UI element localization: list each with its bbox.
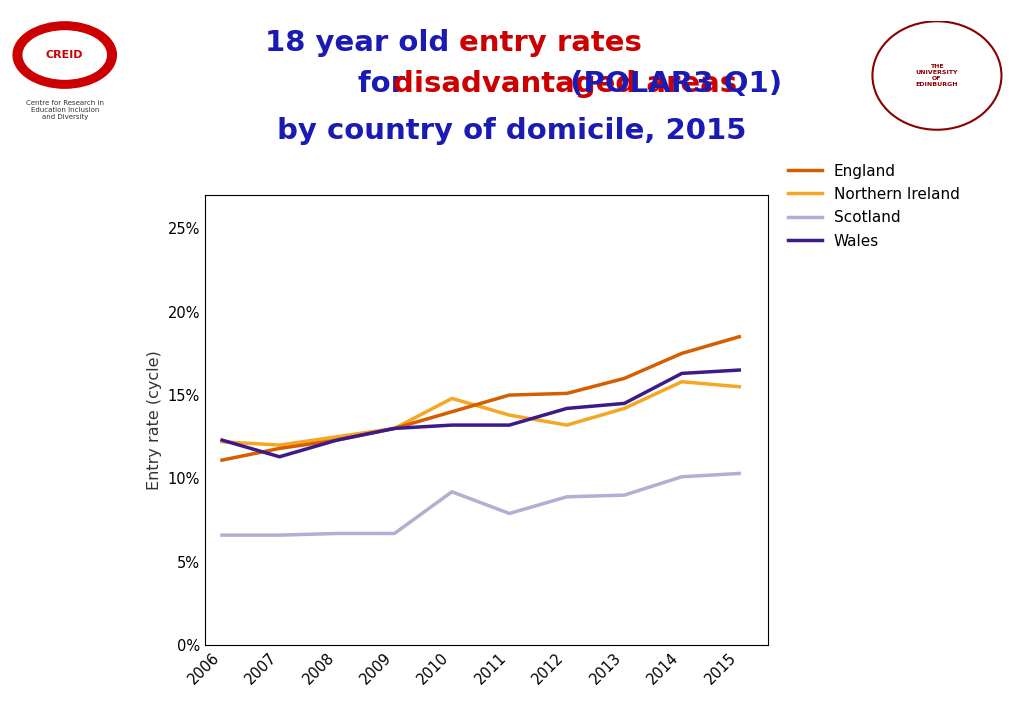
- Line: Scotland: Scotland: [222, 474, 739, 535]
- Wales: [273, 452, 286, 461]
- Legend: England, Northern Ireland, Scotland, Wales: England, Northern Ireland, Scotland, Wal…: [787, 164, 959, 249]
- Scotland: [503, 509, 515, 518]
- England: [216, 456, 228, 464]
- Northern Ireland: [388, 424, 400, 432]
- Y-axis label: Entry rate (cycle): Entry rate (cycle): [146, 350, 162, 490]
- Text: disadvantaged areas: disadvantaged areas: [393, 70, 737, 98]
- Ellipse shape: [24, 31, 106, 79]
- Wales: [561, 404, 573, 413]
- Wales: [445, 421, 458, 430]
- Wales: [388, 424, 400, 432]
- Wales: [331, 436, 343, 445]
- England: [618, 374, 631, 383]
- England: [273, 444, 286, 452]
- Wales: [618, 399, 631, 408]
- Ellipse shape: [13, 22, 117, 88]
- Text: entry rates: entry rates: [460, 28, 642, 57]
- Line: Wales: Wales: [222, 370, 739, 457]
- Northern Ireland: [676, 377, 688, 386]
- Wales: [676, 369, 688, 378]
- Line: England: England: [222, 337, 739, 460]
- Northern Ireland: [331, 432, 343, 441]
- Text: by country of domicile, 2015: by country of domicile, 2015: [278, 117, 746, 145]
- England: [503, 391, 515, 399]
- Scotland: [445, 488, 458, 496]
- Text: for: for: [358, 70, 416, 98]
- Scotland: [676, 472, 688, 481]
- Line: Northern Ireland: Northern Ireland: [222, 381, 739, 445]
- England: [388, 424, 400, 432]
- Text: THE
UNIVERSITY
OF
EDINBURGH: THE UNIVERSITY OF EDINBURGH: [915, 65, 958, 86]
- Scotland: [618, 491, 631, 499]
- Northern Ireland: [445, 394, 458, 403]
- Text: (POLAR3 Q1): (POLAR3 Q1): [560, 70, 782, 98]
- Text: CREID: CREID: [46, 50, 84, 60]
- Scotland: [561, 493, 573, 501]
- England: [733, 333, 745, 341]
- Scotland: [388, 529, 400, 537]
- Wales: [503, 421, 515, 430]
- Northern Ireland: [503, 411, 515, 419]
- Wales: [733, 366, 745, 374]
- England: [676, 349, 688, 357]
- Northern Ireland: [733, 382, 745, 391]
- England: [331, 436, 343, 445]
- Wales: [216, 436, 228, 445]
- Text: 18 year old entry rates: 18 year old entry rates: [324, 28, 700, 57]
- England: [561, 389, 573, 398]
- Scotland: [273, 531, 286, 540]
- Northern Ireland: [216, 437, 228, 446]
- Scotland: [733, 469, 745, 478]
- Text: Centre for Research in
Education Inclusion
and Diversity: Centre for Research in Education Inclusi…: [26, 101, 103, 121]
- England: [445, 408, 458, 416]
- Text: 18 year old: 18 year old: [265, 28, 460, 57]
- Northern Ireland: [273, 441, 286, 450]
- Scotland: [216, 531, 228, 540]
- Scotland: [331, 529, 343, 537]
- Northern Ireland: [618, 404, 631, 413]
- Northern Ireland: [561, 421, 573, 430]
